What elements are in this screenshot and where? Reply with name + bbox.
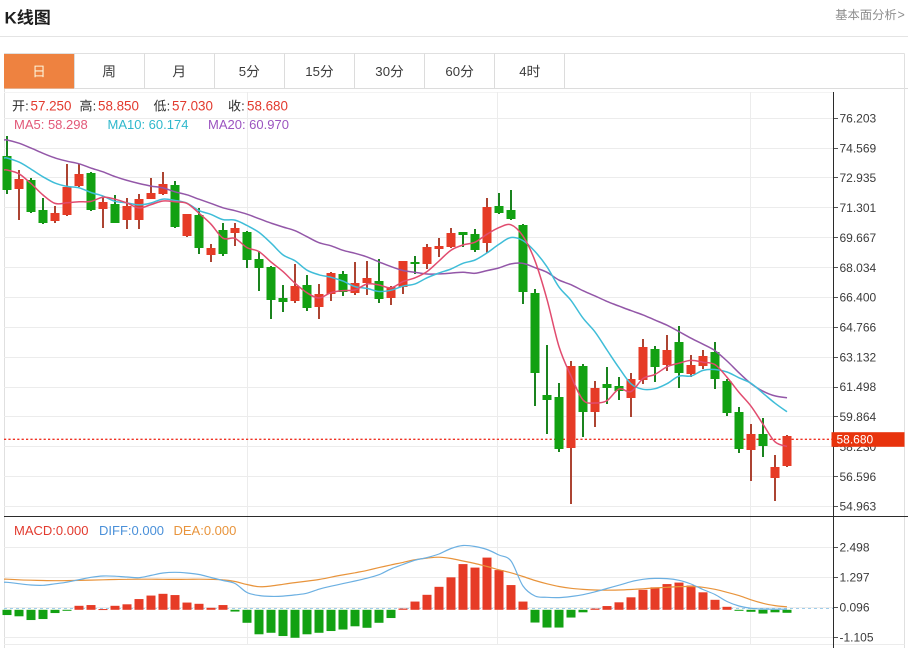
svg-text:MA10: 60.174: MA10: 60.174 xyxy=(108,117,189,132)
svg-text:0.096: 0.096 xyxy=(840,601,870,615)
svg-text:66.400: 66.400 xyxy=(840,291,877,305)
svg-text:1: 1 xyxy=(305,64,312,79)
svg-text:DIFF:0.000: DIFF:0.000 xyxy=(99,523,164,538)
svg-text:69.667: 69.667 xyxy=(840,231,877,245)
svg-text::: : xyxy=(93,99,97,114)
svg-text:54.963: 54.963 xyxy=(840,500,877,514)
svg-text:MACD:0.000: MACD:0.000 xyxy=(14,523,88,538)
svg-text:1.297: 1.297 xyxy=(840,571,870,585)
svg-text:72.935: 72.935 xyxy=(840,171,877,185)
svg-text:DEA:0.000: DEA:0.000 xyxy=(174,523,237,538)
svg-text:0: 0 xyxy=(383,64,390,79)
svg-text:74.569: 74.569 xyxy=(840,141,877,155)
svg-text:4: 4 xyxy=(519,64,526,79)
svg-text:3: 3 xyxy=(375,64,382,79)
svg-text:5: 5 xyxy=(239,64,246,79)
svg-text::: : xyxy=(241,99,245,114)
svg-text:57.250: 57.250 xyxy=(31,99,72,114)
svg-text:MA5: 58.298: MA5: 58.298 xyxy=(14,117,88,132)
svg-text:>: > xyxy=(898,8,905,22)
svg-text:58.680: 58.680 xyxy=(247,99,288,114)
svg-text:0: 0 xyxy=(453,64,460,79)
svg-text:76.203: 76.203 xyxy=(840,111,877,125)
svg-text:K: K xyxy=(5,9,18,28)
svg-text:57.030: 57.030 xyxy=(172,99,213,114)
svg-text::: : xyxy=(25,99,29,114)
svg-text::: : xyxy=(167,99,171,114)
svg-text:MA20: 60.970: MA20: 60.970 xyxy=(208,117,289,132)
svg-text:58.680: 58.680 xyxy=(837,433,874,447)
svg-text:-1.105: -1.105 xyxy=(840,630,874,644)
svg-text:58.850: 58.850 xyxy=(98,99,139,114)
svg-text:71.301: 71.301 xyxy=(840,201,877,215)
svg-text:2.498: 2.498 xyxy=(840,541,870,555)
svg-text:59.864: 59.864 xyxy=(840,410,877,424)
svg-text:64.766: 64.766 xyxy=(840,321,877,335)
svg-text:68.034: 68.034 xyxy=(840,261,877,275)
svg-text:63.132: 63.132 xyxy=(840,350,877,364)
svg-text:56.596: 56.596 xyxy=(840,470,877,484)
svg-text:5: 5 xyxy=(313,64,320,79)
svg-text:61.498: 61.498 xyxy=(840,380,877,394)
svg-text:6: 6 xyxy=(445,64,452,79)
